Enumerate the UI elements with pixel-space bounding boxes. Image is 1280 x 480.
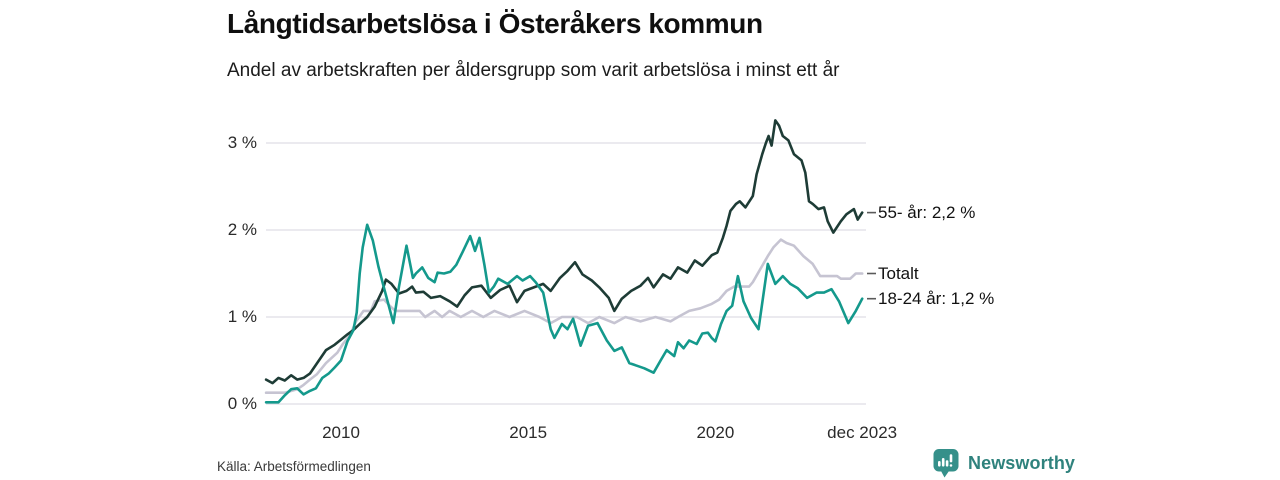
legend-entry-2: 18-24 år: 1,2 % xyxy=(878,289,994,309)
newsworthy-bars-icon xyxy=(933,448,960,478)
legend-label-18-24: 18-24 år: 1,2 % xyxy=(878,288,995,308)
brand-name: Newsworthy xyxy=(968,452,1076,473)
x-tick: 2015 xyxy=(509,423,548,442)
source-note: Källa: Arbetsförmedlingen xyxy=(217,459,371,474)
newsworthy-brand-link[interactable]: Newsworthy xyxy=(933,448,1075,478)
legend-entry-1: Totalt xyxy=(878,264,919,284)
x-tick: 2020 xyxy=(696,423,735,442)
page-title: Långtidsarbetslösa i Österåkers kommun xyxy=(227,8,763,39)
x-tick: dec 2023 xyxy=(827,423,898,442)
page-subtitle: Andel av arbetskraften per åldersgrupp s… xyxy=(227,60,840,81)
y-tick: 1 % xyxy=(227,307,257,326)
legend-entry-0: 55- år: 2,2 % xyxy=(878,203,975,223)
y-tick: 3 % xyxy=(227,133,257,152)
legend-label-55: 55- år: 2,2 % xyxy=(878,202,976,222)
x-tick: 2010 xyxy=(322,423,360,442)
y-tick: 2 % xyxy=(227,220,257,239)
legend-label-totalt: Totalt xyxy=(878,263,919,283)
y-tick: 0 % xyxy=(227,394,257,413)
